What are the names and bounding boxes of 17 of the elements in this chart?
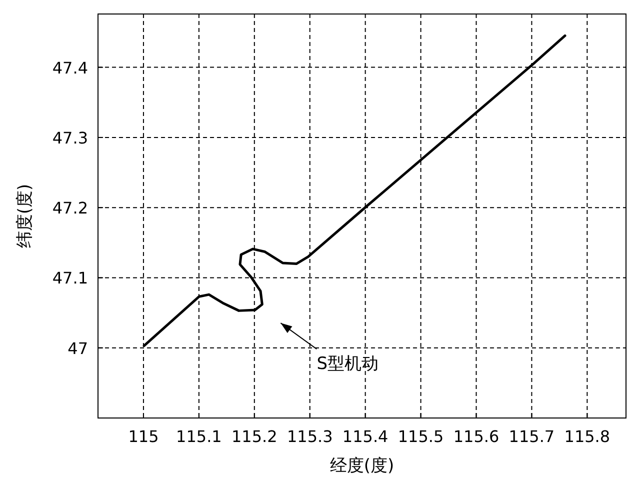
y-tick-label: 47.2	[52, 198, 88, 218]
x-tick-label: 115.1	[176, 427, 222, 446]
y-tick-label: 47.1	[52, 268, 88, 288]
x-tick-label: 115.2	[231, 427, 278, 446]
x-tick-label: 115.5	[398, 427, 444, 446]
x-tick-label: 115.4	[342, 427, 388, 446]
y-tick-label: 47.3	[52, 128, 88, 148]
x-axis-title: 经度(度)	[330, 456, 394, 476]
y-tick-label: 47.4	[52, 58, 88, 78]
x-tick-label: 115.7	[508, 427, 555, 446]
annotation: S型机动	[316, 354, 378, 374]
x-tick-label: 115.3	[286, 427, 333, 446]
x-tick-label: 115	[128, 427, 159, 446]
y-axis-title: 纬度(度)	[15, 184, 35, 248]
x-tick-label: 115.8	[564, 427, 610, 446]
y-tick-label: 47	[68, 338, 88, 358]
x-tick-label: 115.6	[453, 427, 500, 446]
